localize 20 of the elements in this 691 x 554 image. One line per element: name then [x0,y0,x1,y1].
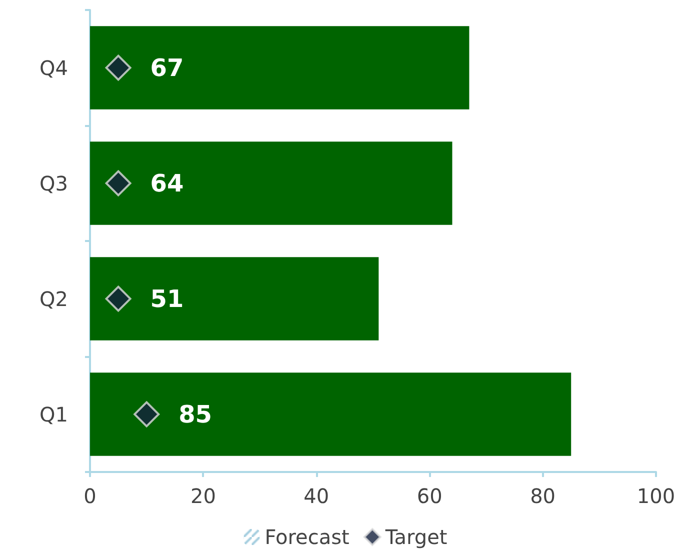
y-tick-label: Q3 [40,171,68,196]
x-tick-label: 100 [636,484,676,508]
y-tick-label: Q2 [40,286,68,311]
bar [90,372,572,456]
bar [90,142,452,225]
legend-label: Forecast [264,525,350,549]
legend-label: Target [384,525,448,549]
bar [90,257,379,340]
y-tick-label: Q1 [40,402,68,426]
data-label: 85 [178,400,212,428]
x-tick-label: 40 [304,484,330,508]
x-tick-label: 80 [530,484,556,508]
data-label: 51 [150,284,184,313]
bar [90,26,470,110]
x-tick-label: 0 [84,484,96,508]
data-label: 67 [150,54,184,82]
x-tick-label: 60 [416,484,442,508]
x-tick-label: 20 [190,484,216,508]
data-label: 64 [150,169,184,198]
y-tick-label: Q4 [40,56,68,80]
